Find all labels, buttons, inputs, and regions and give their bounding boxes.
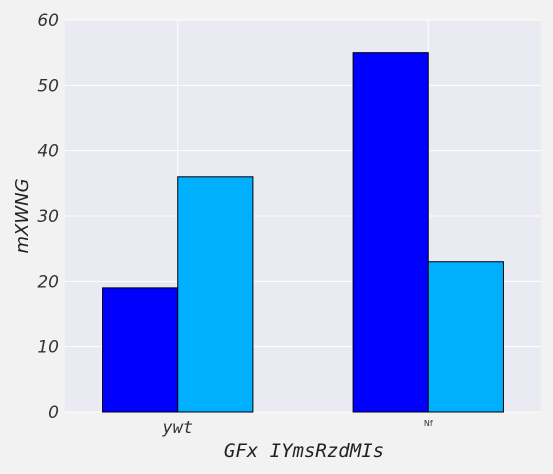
y-tick-label: 20: [37, 272, 59, 292]
bar: [352, 52, 429, 413]
bar: [177, 176, 254, 413]
y-tick-label: 10: [37, 338, 59, 358]
y-tick-label: 60: [37, 11, 59, 31]
x-axis-label: GFx IYmsRzdMIs: [224, 440, 384, 462]
bar: [102, 287, 179, 413]
x-tick-label: ywt: [161, 418, 193, 438]
y-tick-label: 40: [37, 142, 59, 162]
y-tick-label: 50: [37, 76, 59, 96]
x-axis-ticks: ywt Nf: [161, 418, 432, 438]
x-tick-label: Nf: [424, 419, 433, 428]
bar: [427, 261, 504, 413]
y-axis-label: mXWNG: [12, 178, 33, 253]
bars: [102, 52, 504, 413]
y-tick-label: 0: [48, 403, 59, 423]
y-axis-ticks: 0 10 20 30 40 50 60: [37, 11, 59, 423]
y-tick-label: 30: [37, 207, 59, 227]
